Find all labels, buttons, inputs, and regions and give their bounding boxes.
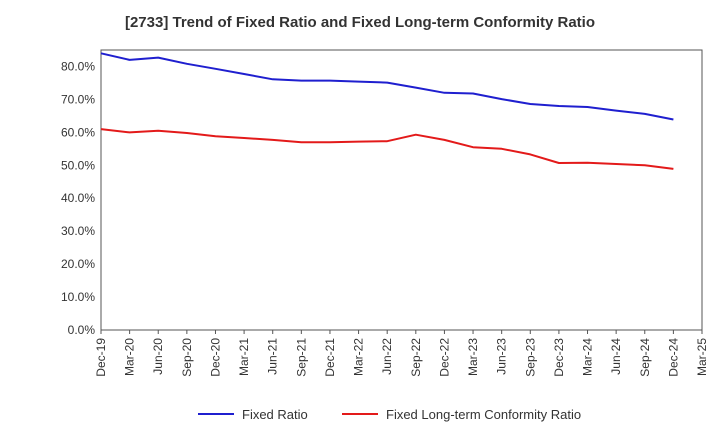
- y-tick-label: 0.0%: [68, 323, 96, 337]
- x-tick-label: Sep-20: [180, 338, 194, 377]
- series-line-fixed-long-term-conformity-ratio: [100, 128, 674, 170]
- x-tick-label: Dec-24: [666, 338, 680, 377]
- chart-title: [2733] Trend of Fixed Ratio and Fixed Lo…: [124, 14, 596, 31]
- x-tick-label: Mar-20: [123, 338, 137, 376]
- x-tick-label: Mar-23: [466, 338, 480, 376]
- x-tick-label: Jun-20: [151, 338, 165, 375]
- x-tick-label: Mar-21: [237, 338, 251, 376]
- y-tick-label: 40.0%: [61, 191, 95, 205]
- y-tick-label: 20.0%: [61, 257, 95, 271]
- x-tick-label: Jun-23: [495, 338, 509, 375]
- axes: 0.0% 10.0% 20.0% 30.0% 40.0% 50.0% 60.0% 70.0% 8…: [61, 49, 709, 377]
- y-tick-label: 70.0%: [61, 92, 95, 106]
- x-tick-label: Dec-22: [437, 338, 451, 377]
- x-tick-label: Dec-21: [323, 338, 337, 377]
- x-tick-label: Mar-24: [581, 338, 595, 376]
- x-tick-label: Jun-21: [266, 338, 280, 375]
- y-tick-label: 80.0%: [61, 59, 95, 73]
- legend-label: Fixed Ratio: [242, 407, 308, 422]
- x-tick-label: Jun-22: [380, 338, 394, 375]
- legend: Fixed Ratio Fixed Long-term Conformity Ra…: [198, 407, 581, 422]
- x-tick-label: Mar-25: [695, 338, 709, 376]
- x-tick-label: Sep-24: [638, 338, 652, 377]
- legend-label: Fixed Long-term Conformity Ratio: [386, 407, 581, 422]
- y-tick-label: 50.0%: [61, 158, 95, 172]
- series-line-fixed-ratio: [100, 52, 674, 121]
- y-tick-label: 10.0%: [61, 290, 95, 304]
- series-lines: [100, 52, 674, 170]
- x-tick-label: Dec-23: [552, 338, 566, 377]
- x-tick-label: Dec-19: [94, 338, 108, 377]
- x-tick-label: Sep-21: [294, 338, 308, 377]
- x-tick-label: Sep-22: [409, 338, 423, 377]
- x-tick-label: Jun-24: [609, 338, 623, 375]
- y-tick-label: 60.0%: [61, 125, 95, 139]
- x-tick-label: Mar-22: [352, 338, 366, 376]
- y-tick-label: 30.0%: [61, 224, 95, 238]
- x-tick-label: Dec-20: [208, 338, 222, 377]
- x-tick-label: Sep-23: [523, 338, 537, 377]
- plot-area: [100, 49, 703, 331]
